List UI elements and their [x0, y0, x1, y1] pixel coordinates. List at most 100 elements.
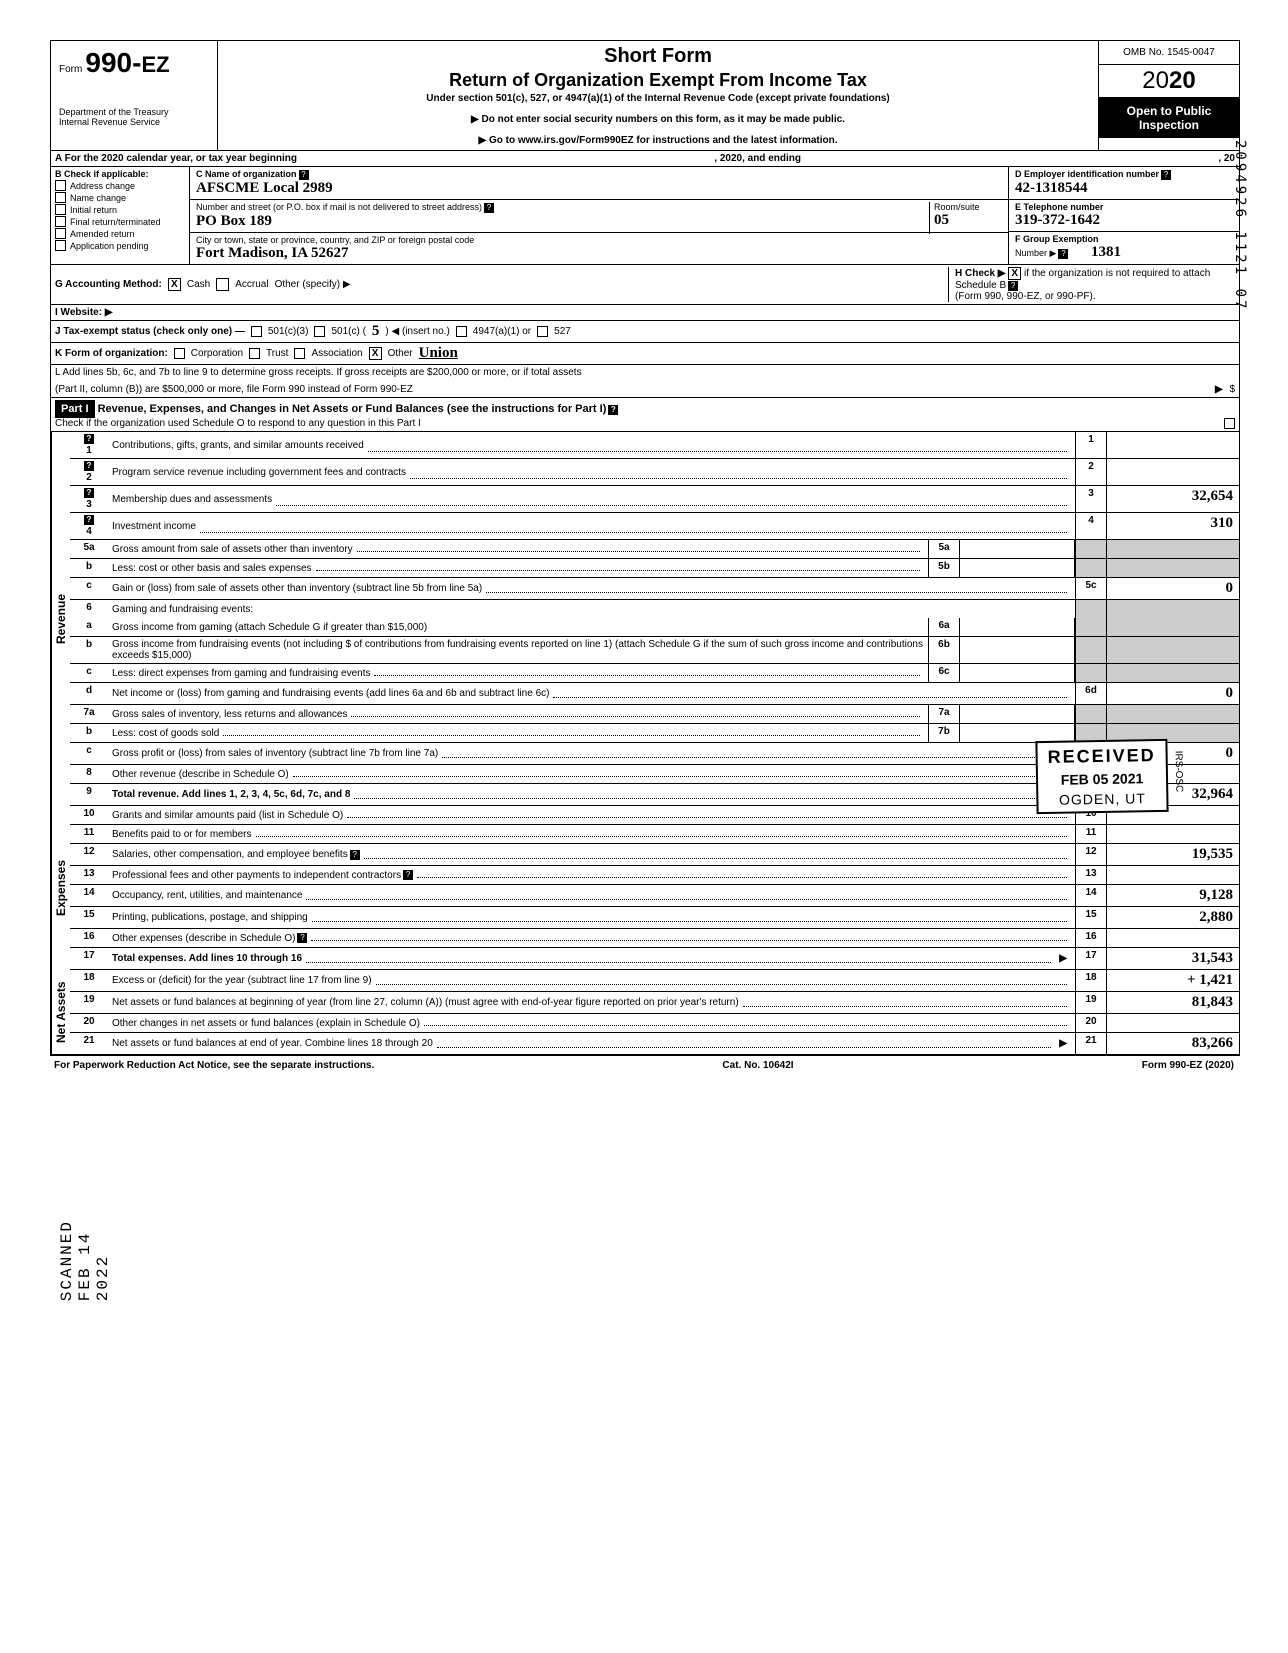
stamp-location: OGDEN, UT — [1048, 790, 1156, 808]
help-icon[interactable]: ? — [84, 434, 94, 444]
form-number-box: Form 990-EZ Department of the Treasury I… — [51, 41, 218, 150]
line-12-num: 12 — [70, 844, 108, 865]
line-7a-rval — [1107, 705, 1239, 723]
line-j: J Tax-exempt status (check only one) — 5… — [51, 321, 1239, 343]
help-icon[interactable]: ? — [299, 170, 309, 180]
help-icon[interactable]: ? — [403, 870, 413, 880]
line-19-desc: Net assets or fund balances at beginning… — [112, 997, 739, 1008]
line-l: L Add lines 5b, 6c, and 7b to line 9 to … — [51, 365, 1239, 398]
h-text2: (Form 990, 990-EZ, or 990-PF). — [955, 291, 1096, 302]
line-13-num: 13 — [70, 866, 108, 884]
part1-header-row: Part I Revenue, Expenses, and Changes in… — [51, 398, 1239, 432]
line-8-num: 8 — [70, 765, 108, 783]
line-5a-rval — [1107, 540, 1239, 558]
label-4947: 4947(a)(1) or — [473, 326, 531, 337]
line-6a-desc: Gross income from gaming (attach Schedul… — [112, 622, 427, 633]
line-15-desc: Printing, publications, postage, and shi… — [112, 912, 308, 923]
line-17-val: 31,543 — [1107, 948, 1239, 969]
help-icon[interactable]: ? — [484, 203, 494, 213]
help-icon[interactable]: ? — [84, 488, 94, 498]
col-def: D Employer identification number? 42-131… — [1009, 167, 1239, 264]
check-trust[interactable] — [249, 348, 260, 359]
help-icon[interactable]: ? — [1161, 170, 1171, 180]
check-app-pending[interactable] — [55, 240, 66, 251]
line-3-num: 3 — [86, 499, 92, 510]
label-association: Association — [311, 348, 362, 359]
part1-title: Revenue, Expenses, and Changes in Net As… — [98, 403, 607, 415]
line-5c-rnum: 5c — [1075, 578, 1107, 599]
right-box: OMB No. 1545-0047 2020 Open to Public In… — [1099, 41, 1239, 150]
line-2-rnum: 2 — [1075, 459, 1107, 485]
check-schedule-b[interactable]: X — [1008, 267, 1021, 280]
title-short-form: Short Form — [228, 45, 1088, 68]
line-21-val: 83,266 — [1107, 1033, 1239, 1054]
help-icon[interactable]: ? — [297, 933, 307, 943]
help-icon[interactable]: ? — [84, 461, 94, 471]
line-7b-mid: 7b — [928, 724, 960, 742]
line-6c-midval — [960, 664, 1075, 682]
501c-number: 5 — [372, 323, 380, 340]
line-6b-midval — [960, 637, 1075, 663]
help-icon[interactable]: ? — [608, 405, 618, 415]
check-accrual[interactable] — [216, 278, 229, 291]
check-name-change[interactable] — [55, 192, 66, 203]
check-amended[interactable] — [55, 228, 66, 239]
check-501c3[interactable] — [251, 326, 262, 337]
check-other-org[interactable]: X — [369, 347, 382, 360]
received-stamp: RECEIVED FEB 05 2021 OGDEN, UT IRS-OSC — [1035, 739, 1168, 814]
line-5b-mid: 5b — [928, 559, 960, 577]
line-21-num: 21 — [70, 1033, 108, 1054]
row-a-mid: , 2020, and ending — [714, 153, 801, 164]
line-7b-midval — [960, 724, 1075, 742]
line-20-num: 20 — [70, 1014, 108, 1032]
ein-value: 42-1318544 — [1015, 180, 1233, 197]
line-1-val — [1107, 432, 1239, 458]
check-association[interactable] — [294, 348, 305, 359]
line-6d-rnum: 6d — [1075, 683, 1107, 704]
check-address-change[interactable] — [55, 180, 66, 191]
help-icon[interactable]: ? — [84, 515, 94, 525]
stamp-date: FEB 05 2021 — [1048, 770, 1156, 788]
room-value: 05 — [934, 212, 1004, 229]
line-18-num: 18 — [70, 970, 108, 991]
help-icon[interactable]: ? — [1008, 281, 1018, 291]
line-21-rnum: 21 — [1075, 1033, 1107, 1054]
part1-check-text: Check if the organization used Schedule … — [55, 418, 421, 429]
row-a-label: A For the 2020 calendar year, or tax yea… — [55, 153, 297, 164]
group-num-value: 1381 — [1091, 244, 1121, 260]
check-final-return[interactable] — [55, 216, 66, 227]
check-527[interactable] — [537, 326, 548, 337]
check-corporation[interactable] — [174, 348, 185, 359]
line-6c-desc: Less: direct expenses from gaming and fu… — [112, 668, 370, 679]
check-cash[interactable]: X — [168, 278, 181, 291]
line-1-desc: Contributions, gifts, grants, and simila… — [112, 440, 364, 451]
i-label: I Website: ▶ — [55, 307, 113, 318]
line-6-rnum — [1075, 600, 1107, 618]
line-3-rnum: 3 — [1075, 486, 1107, 512]
check-initial-return[interactable] — [55, 204, 66, 215]
line-18-val: + 1,421 — [1107, 970, 1239, 991]
help-icon[interactable]: ? — [350, 850, 360, 860]
line-2-num: 2 — [86, 472, 92, 483]
line-9-num: 9 — [70, 784, 108, 805]
label-accrual: Accrual — [235, 279, 268, 290]
instr-ssn: ▶ Do not enter social security numbers o… — [228, 114, 1088, 125]
label-corporation: Corporation — [191, 348, 243, 359]
k-label: K Form of organization: — [55, 348, 168, 359]
check-501c[interactable] — [314, 326, 325, 337]
line-1-num: 1 — [86, 445, 92, 456]
line-6a-midval — [960, 618, 1075, 636]
line-7a-midval — [960, 705, 1075, 723]
margin-number: 2094926 1121 07 — [1232, 140, 1248, 311]
check-4947[interactable] — [456, 326, 467, 337]
line-6-num: 6 — [70, 600, 108, 618]
side-label-revenue: Revenue — [51, 432, 70, 806]
address-value: PO Box 189 — [196, 213, 1002, 230]
g-label: G Accounting Method: — [55, 279, 162, 290]
line-7c-num: c — [70, 743, 108, 764]
check-schedule-o[interactable] — [1224, 418, 1235, 429]
org-name-value: AFSCME Local 2989 — [196, 180, 1002, 197]
footer-mid: Cat. No. 10642I — [722, 1060, 793, 1071]
line-17-desc: Total expenses. Add lines 10 through 16 — [112, 953, 302, 964]
help-icon[interactable]: ? — [1058, 249, 1068, 259]
